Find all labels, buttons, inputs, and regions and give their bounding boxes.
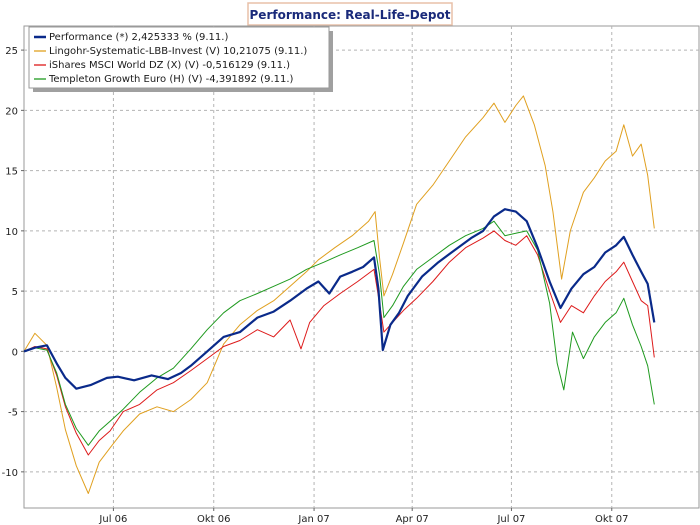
y-tick-label: 10 — [5, 227, 18, 238]
x-tick-label: Apr 07 — [396, 514, 429, 525]
chart-title-text: Performance: Real-Life-Depot — [250, 8, 451, 22]
x-tick-label: Okt 06 — [197, 514, 231, 525]
y-tick-label: 5 — [12, 287, 18, 298]
x-tick-label: Jul 06 — [98, 514, 127, 525]
y-tick-label: -10 — [2, 468, 18, 479]
y-tick-label: 25 — [5, 46, 18, 57]
legend: Performance (*) 2,425333 % (9.11.) Lingoh… — [28, 26, 333, 92]
y-tick-label: 15 — [5, 167, 18, 178]
grid — [24, 26, 699, 508]
series-line-4 — [23, 220, 655, 446]
x-tick-label: Jan 07 — [297, 514, 329, 525]
x-tick-label: Jul 07 — [496, 514, 525, 525]
series-line-3 — [23, 230, 655, 456]
legend-entry-4: Templeton Growth Euro (H) (V) -4,391892 … — [48, 74, 294, 85]
legend-entry-2: Lingohr-Systematic-LBB-Invest (V) 10,210… — [49, 46, 307, 57]
y-tick-label: -5 — [8, 408, 18, 419]
y-tick-label: 0 — [12, 347, 18, 358]
legend-box — [28, 26, 330, 89]
chart-title-box — [247, 2, 453, 26]
legend-entry-1: Performance (*) 2,425333 % (9.11.) — [49, 32, 228, 43]
series-line-1 — [23, 208, 656, 390]
series-layer — [23, 95, 656, 494]
series-line-2 — [23, 95, 655, 494]
y-tick-label: 20 — [5, 106, 18, 117]
chart-title: Performance: Real-Life-Depot — [247, 2, 453, 26]
legend-entry-3: iShares MSCI World DZ (X) (V) -0,516129 … — [49, 60, 290, 71]
x-axis: Jul 06 Okt 06 Jan 07 Apr 07 Jul 07 Okt 07 — [98, 508, 629, 525]
y-axis: -10 -5 0 5 10 15 20 25 — [2, 46, 24, 479]
x-tick-label: Okt 07 — [595, 514, 629, 525]
